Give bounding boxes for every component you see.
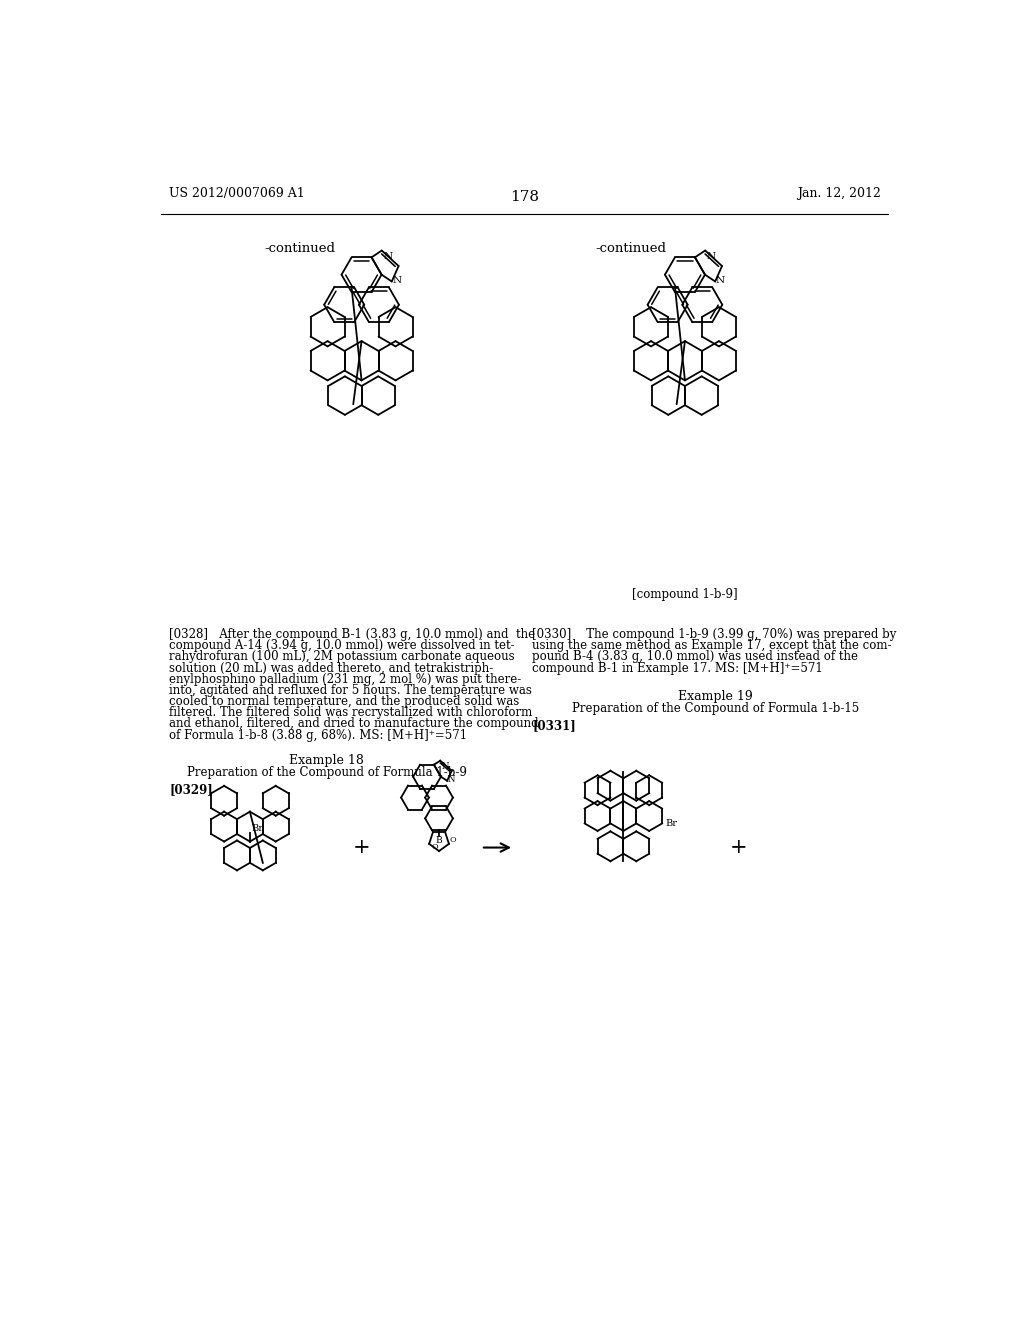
- Text: US 2012/0007069 A1: US 2012/0007069 A1: [169, 186, 305, 199]
- Text: Br: Br: [666, 818, 677, 828]
- Text: pound B-4 (3.83 g, 10.0 mmol) was used instead of the: pound B-4 (3.83 g, 10.0 mmol) was used i…: [532, 651, 858, 664]
- Text: Jan. 12, 2012: Jan. 12, 2012: [798, 186, 882, 199]
- Text: Preparation of the Compound of Formula 1-b-9: Preparation of the Compound of Formula 1…: [187, 766, 467, 779]
- Text: N: N: [447, 775, 456, 784]
- Text: N: N: [383, 252, 392, 261]
- Text: cooled to normal temperature, and the produced solid was: cooled to normal temperature, and the pr…: [169, 696, 519, 708]
- Text: +: +: [352, 838, 371, 857]
- Text: B: B: [436, 836, 442, 845]
- Text: compound B-1 in Example 17. MS: [M+H]⁺=571: compound B-1 in Example 17. MS: [M+H]⁺=5…: [532, 661, 823, 675]
- Text: O: O: [432, 843, 438, 851]
- Text: N: N: [441, 762, 450, 771]
- Text: [0330]    The compound 1-b-9 (3.99 g, 70%) was prepared by: [0330] The compound 1-b-9 (3.99 g, 70%) …: [532, 628, 897, 642]
- Text: N: N: [392, 276, 401, 285]
- Text: [0331]: [0331]: [532, 719, 577, 733]
- Text: Example 19: Example 19: [678, 689, 753, 702]
- Text: [compound 1-b-9]: [compound 1-b-9]: [632, 589, 737, 601]
- Text: solution (20 mL) was added thereto, and tetrakistriph-: solution (20 mL) was added thereto, and …: [169, 661, 494, 675]
- Text: rahydrofuran (100 mL), 2M potassium carbonate aqueous: rahydrofuran (100 mL), 2M potassium carb…: [169, 651, 515, 664]
- Text: Br: Br: [252, 824, 263, 833]
- Text: filtered. The filtered solid was recrystallized with chloroform: filtered. The filtered solid was recryst…: [169, 706, 532, 719]
- Text: -continued: -continued: [596, 242, 667, 255]
- Text: and ethanol, filtered, and dried to manufacture the compound: and ethanol, filtered, and dried to manu…: [169, 718, 539, 730]
- Text: using the same method as Example 17, except that the com-: using the same method as Example 17, exc…: [532, 639, 892, 652]
- Text: N: N: [707, 252, 716, 261]
- Text: 178: 178: [510, 190, 540, 203]
- Text: Example 18: Example 18: [290, 754, 365, 767]
- Text: enylphosphino palladium (231 mg, 2 mol %) was put there-: enylphosphino palladium (231 mg, 2 mol %…: [169, 673, 521, 686]
- Text: compound A-14 (3.94 g, 10.0 mmol) were dissolved in tet-: compound A-14 (3.94 g, 10.0 mmol) were d…: [169, 639, 515, 652]
- Text: [0328]   After the compound B-1 (3.83 g, 10.0 mmol) and  the: [0328] After the compound B-1 (3.83 g, 1…: [169, 628, 536, 642]
- Text: Preparation of the Compound of Formula 1-b-15: Preparation of the Compound of Formula 1…: [572, 702, 859, 715]
- Text: into, agitated and refluxed for 5 hours. The temperature was: into, agitated and refluxed for 5 hours.…: [169, 684, 531, 697]
- Text: N: N: [716, 276, 725, 285]
- Text: [0329]: [0329]: [169, 783, 213, 796]
- Text: -continued: -continued: [264, 242, 336, 255]
- Text: of Formula 1-b-8 (3.88 g, 68%). MS: [M+H]⁺=571: of Formula 1-b-8 (3.88 g, 68%). MS: [M+H…: [169, 729, 467, 742]
- Text: O: O: [450, 836, 457, 843]
- Text: +: +: [730, 838, 748, 857]
